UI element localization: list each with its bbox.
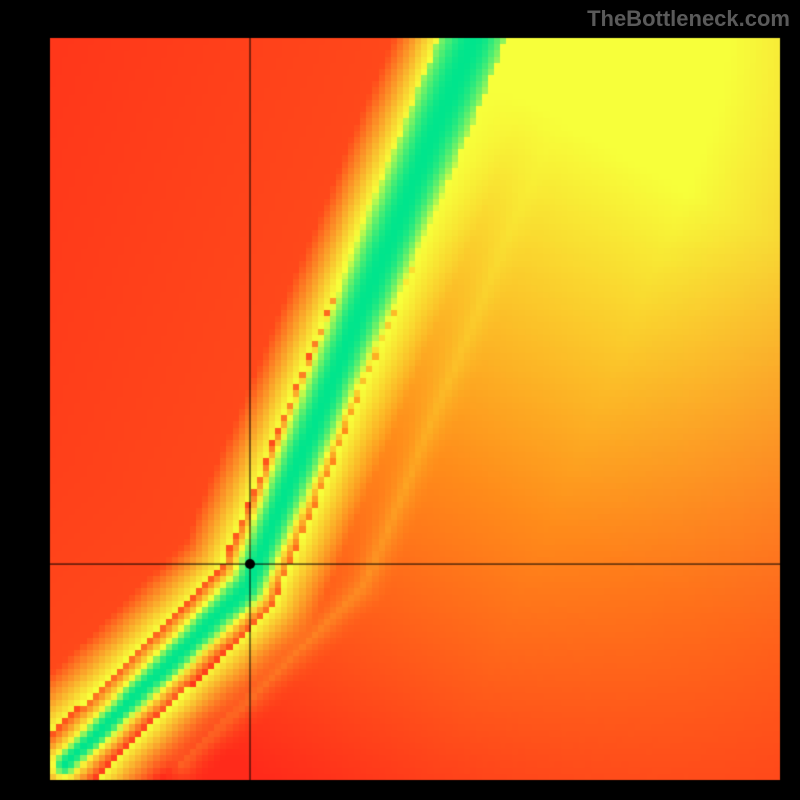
watermark-text: TheBottleneck.com [587, 6, 790, 32]
bottleneck-heatmap [0, 0, 800, 800]
